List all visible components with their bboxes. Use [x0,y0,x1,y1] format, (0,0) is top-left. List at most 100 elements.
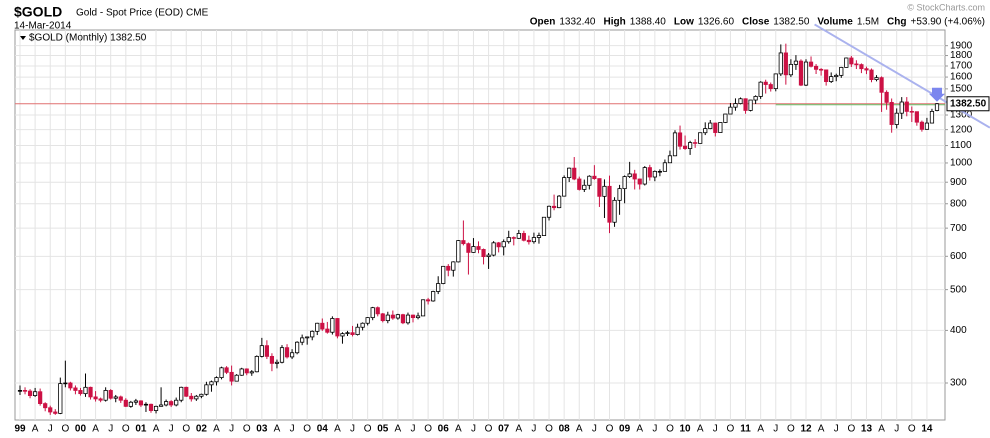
y-tick-label: 500 [950,284,967,295]
candle-body [390,314,395,319]
candle-body [330,318,335,333]
x-tick-label: A [878,424,885,435]
candle-body [370,307,375,319]
candle-body [259,345,264,357]
candle-body [874,77,879,80]
candle-body [768,84,773,90]
x-tick-label: J [652,424,657,435]
x-tick-label: O [787,424,795,435]
candle-body [929,110,935,124]
candle-body [607,185,612,223]
candle-body [68,382,73,389]
candle-body [53,411,58,414]
candle-body [420,299,426,317]
candle-body [577,178,582,190]
candle-body [592,175,597,179]
candle-body [562,177,567,197]
candle-body [899,101,904,114]
chart-date: 14-Mar-2014 [14,21,72,32]
candle-body [108,390,113,399]
candle-body [934,103,940,111]
candle-body [199,393,204,397]
candle-body [531,237,537,243]
x-tick-label: J [290,424,295,435]
quote-label: Chg [887,17,906,28]
candle-body [17,390,23,392]
candle-body [602,185,607,197]
candle-body [355,326,360,335]
plot-frame [14,29,946,421]
x-tick-label: J [592,424,597,435]
candle-body [693,142,698,144]
x-tick-label: A [274,424,281,435]
candle-body [184,386,189,397]
candle-body [637,178,642,185]
candle-body [914,111,919,123]
candle-body [854,63,859,66]
chart-title: $GOLD [14,4,62,20]
y-tick-label: 700 [950,223,967,234]
candle-body [516,233,521,239]
candle-body [310,330,315,338]
candle-body [652,170,657,178]
candle-body [733,103,738,108]
y-tick-label: 1700 [950,61,973,72]
x-tick-label: A [455,424,462,435]
candle-body [274,361,280,364]
quote-label: High [604,17,626,28]
candle-body [904,101,909,112]
candle-body [254,355,259,373]
last-label: 1382.50 [950,98,987,109]
candle-body [567,167,572,179]
candle-body [763,81,768,85]
candle-body [239,368,244,376]
x-tick-label: O [908,424,916,435]
candle-body [582,184,587,190]
y-tick-label: 900 [950,177,967,188]
candle-body [143,403,149,406]
candle-body [300,337,305,343]
candle-body [803,61,809,86]
candle-body [557,195,562,209]
candle-body [909,110,914,113]
candle-body [279,347,285,363]
candle-body [229,371,234,382]
candle-body [793,60,799,65]
x-tick-label: O [303,424,311,435]
candle-body [315,322,320,332]
candle-body [446,265,451,271]
x-tick-label: O [485,424,493,435]
candle-body [158,404,164,407]
x-tick-label: O [606,424,614,435]
x-tick-label: A [576,424,583,435]
candle-body [884,91,889,103]
candle-body [375,307,380,315]
quote-label: Low [674,17,694,28]
candle-body [88,386,93,398]
candle-body [385,314,390,322]
x-tick-label: 08 [559,424,571,435]
candle-body [118,396,123,401]
y-tick-label: 1300 [950,110,973,121]
x-tick-label: J [894,424,899,435]
x-tick-label: O [666,424,674,435]
x-tick-label: O [424,424,432,435]
y-tick-label: 800 [950,198,967,209]
candle-body [889,101,894,125]
candle-body [153,405,159,411]
candle-body [657,170,662,173]
candle-body [269,355,275,364]
candle-body [642,167,647,185]
x-tick-label: A [32,424,39,435]
candle-body [919,121,924,130]
candle-body [753,96,758,101]
x-tick-label: O [61,424,69,435]
candle-body [612,199,617,223]
candle-body [481,249,486,258]
candle-body [506,237,511,243]
y-tick-label: 1900 [950,40,973,51]
candle-body [879,77,884,93]
x-tick-label: O [545,424,553,435]
candle-body [869,69,874,80]
candle-body [864,68,869,71]
